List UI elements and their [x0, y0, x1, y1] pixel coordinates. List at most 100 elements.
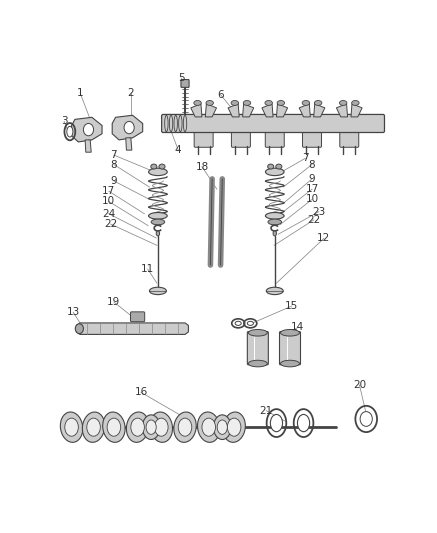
- Ellipse shape: [174, 115, 177, 132]
- Text: 7: 7: [302, 154, 309, 163]
- Polygon shape: [228, 104, 239, 117]
- Ellipse shape: [146, 420, 156, 434]
- Circle shape: [360, 411, 372, 426]
- Text: 19: 19: [107, 297, 121, 307]
- Ellipse shape: [265, 213, 284, 219]
- Polygon shape: [85, 140, 91, 152]
- Polygon shape: [243, 104, 254, 117]
- Ellipse shape: [298, 415, 310, 432]
- Ellipse shape: [149, 213, 167, 219]
- Ellipse shape: [266, 287, 283, 295]
- Ellipse shape: [174, 412, 196, 442]
- Ellipse shape: [194, 101, 201, 106]
- Polygon shape: [76, 323, 188, 334]
- Text: 17: 17: [305, 184, 319, 194]
- Ellipse shape: [247, 321, 253, 325]
- Ellipse shape: [265, 168, 284, 175]
- Ellipse shape: [151, 219, 165, 225]
- Ellipse shape: [276, 164, 282, 169]
- Ellipse shape: [159, 164, 165, 169]
- Ellipse shape: [281, 329, 299, 336]
- Ellipse shape: [202, 418, 215, 436]
- Ellipse shape: [170, 115, 173, 132]
- Text: 17: 17: [102, 186, 115, 196]
- Text: 22: 22: [307, 215, 320, 225]
- FancyBboxPatch shape: [247, 332, 268, 365]
- Ellipse shape: [248, 329, 267, 336]
- Ellipse shape: [142, 415, 160, 440]
- Polygon shape: [262, 104, 273, 117]
- Text: 6: 6: [217, 90, 224, 100]
- Ellipse shape: [268, 219, 281, 225]
- Ellipse shape: [223, 412, 245, 442]
- Text: 23: 23: [312, 207, 326, 217]
- Text: 5: 5: [178, 74, 185, 83]
- Ellipse shape: [277, 101, 284, 106]
- Ellipse shape: [243, 101, 251, 106]
- Text: 24: 24: [102, 209, 115, 219]
- FancyBboxPatch shape: [181, 79, 189, 87]
- Ellipse shape: [156, 231, 160, 236]
- Text: 21: 21: [260, 406, 273, 416]
- Ellipse shape: [179, 115, 182, 132]
- Polygon shape: [205, 104, 216, 117]
- Text: 9: 9: [309, 174, 316, 184]
- Ellipse shape: [206, 101, 213, 106]
- FancyBboxPatch shape: [340, 128, 359, 147]
- Ellipse shape: [150, 412, 173, 442]
- FancyBboxPatch shape: [280, 332, 301, 365]
- Ellipse shape: [281, 360, 299, 367]
- Ellipse shape: [340, 101, 347, 106]
- Ellipse shape: [352, 101, 359, 106]
- Ellipse shape: [149, 168, 167, 175]
- Text: 22: 22: [104, 219, 117, 229]
- Ellipse shape: [107, 418, 121, 436]
- Text: 3: 3: [61, 116, 67, 126]
- Polygon shape: [277, 104, 288, 117]
- Ellipse shape: [273, 231, 277, 236]
- Ellipse shape: [184, 115, 187, 132]
- Text: 2: 2: [128, 88, 134, 98]
- Ellipse shape: [126, 412, 149, 442]
- Text: 9: 9: [111, 176, 117, 186]
- Ellipse shape: [65, 418, 78, 436]
- Ellipse shape: [67, 126, 73, 137]
- Text: 11: 11: [141, 264, 154, 274]
- Circle shape: [75, 324, 83, 334]
- Ellipse shape: [213, 415, 231, 440]
- Text: 8: 8: [111, 159, 117, 169]
- Text: 8: 8: [309, 159, 316, 169]
- Circle shape: [124, 122, 134, 134]
- FancyBboxPatch shape: [232, 128, 250, 147]
- Ellipse shape: [248, 360, 267, 367]
- Text: 15: 15: [285, 301, 298, 311]
- Ellipse shape: [103, 412, 125, 442]
- FancyBboxPatch shape: [162, 115, 385, 133]
- Polygon shape: [351, 104, 362, 117]
- Text: 1: 1: [77, 88, 83, 98]
- Ellipse shape: [151, 164, 157, 169]
- Ellipse shape: [265, 101, 272, 106]
- Ellipse shape: [231, 101, 239, 106]
- Ellipse shape: [217, 420, 227, 434]
- Text: 13: 13: [66, 307, 80, 317]
- Ellipse shape: [131, 418, 144, 436]
- Polygon shape: [112, 115, 142, 140]
- Text: 14: 14: [291, 322, 305, 333]
- Ellipse shape: [155, 418, 168, 436]
- Ellipse shape: [227, 418, 241, 436]
- Text: 10: 10: [102, 197, 115, 206]
- Text: 20: 20: [353, 380, 366, 390]
- Text: 16: 16: [134, 387, 148, 397]
- Ellipse shape: [198, 412, 220, 442]
- Polygon shape: [336, 104, 347, 117]
- Ellipse shape: [314, 101, 322, 106]
- Polygon shape: [126, 138, 132, 150]
- Ellipse shape: [149, 287, 166, 295]
- Text: 12: 12: [317, 233, 330, 244]
- Ellipse shape: [271, 415, 283, 432]
- Polygon shape: [191, 104, 202, 117]
- Text: 18: 18: [195, 161, 208, 172]
- Text: 4: 4: [175, 145, 181, 155]
- Polygon shape: [299, 104, 310, 117]
